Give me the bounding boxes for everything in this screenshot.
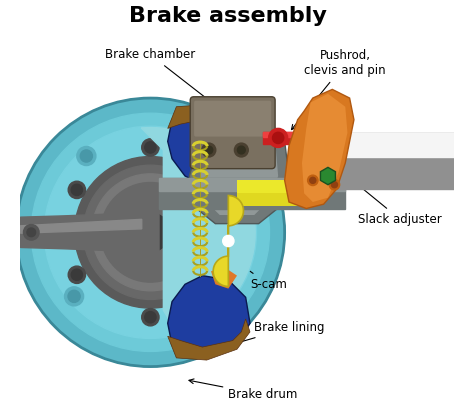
Text: Brake lining: Brake lining — [219, 321, 325, 349]
Circle shape — [209, 150, 220, 162]
Circle shape — [68, 290, 80, 302]
Polygon shape — [159, 178, 345, 191]
Circle shape — [68, 181, 85, 198]
Ellipse shape — [297, 133, 307, 189]
Circle shape — [145, 311, 156, 323]
Circle shape — [308, 175, 318, 186]
Polygon shape — [189, 124, 289, 224]
Polygon shape — [141, 128, 255, 334]
Text: S-cam: S-cam — [223, 252, 287, 291]
Circle shape — [205, 146, 213, 154]
Circle shape — [44, 126, 256, 339]
Circle shape — [68, 266, 85, 284]
Circle shape — [215, 181, 233, 198]
Polygon shape — [213, 196, 244, 286]
Polygon shape — [263, 132, 310, 138]
Circle shape — [218, 269, 229, 280]
Circle shape — [329, 179, 340, 190]
Circle shape — [77, 146, 96, 166]
Polygon shape — [159, 178, 345, 208]
Polygon shape — [168, 111, 250, 185]
Polygon shape — [168, 319, 250, 360]
Circle shape — [223, 235, 234, 246]
Polygon shape — [285, 89, 354, 208]
Polygon shape — [211, 267, 237, 289]
Circle shape — [205, 146, 224, 166]
Circle shape — [100, 183, 200, 282]
Circle shape — [131, 213, 170, 252]
Circle shape — [310, 177, 316, 183]
Circle shape — [142, 309, 159, 326]
Circle shape — [71, 184, 82, 196]
Circle shape — [31, 113, 270, 352]
Circle shape — [71, 269, 82, 280]
Circle shape — [237, 146, 245, 154]
Circle shape — [24, 224, 39, 240]
Circle shape — [202, 143, 216, 157]
Circle shape — [80, 150, 92, 162]
Circle shape — [92, 174, 209, 291]
Circle shape — [273, 132, 284, 143]
Circle shape — [250, 137, 259, 146]
Circle shape — [269, 128, 288, 148]
Polygon shape — [237, 180, 315, 193]
Text: Brake assembly: Brake assembly — [129, 6, 327, 26]
Polygon shape — [320, 167, 336, 185]
Polygon shape — [168, 105, 250, 146]
Circle shape — [209, 303, 220, 315]
Polygon shape — [302, 133, 454, 156]
Polygon shape — [168, 276, 250, 354]
Polygon shape — [20, 219, 142, 233]
Text: Pushrod,
clevis and pin: Pushrod, clevis and pin — [292, 49, 386, 130]
Text: Slack adjuster: Slack adjuster — [340, 170, 442, 226]
Polygon shape — [211, 172, 237, 193]
Circle shape — [142, 139, 159, 156]
Circle shape — [145, 142, 156, 153]
Polygon shape — [302, 133, 454, 189]
Circle shape — [331, 182, 337, 188]
Circle shape — [83, 165, 218, 299]
Polygon shape — [200, 131, 278, 215]
FancyBboxPatch shape — [194, 100, 271, 137]
Text: Brake chamber: Brake chamber — [105, 48, 225, 113]
Circle shape — [64, 287, 83, 306]
Circle shape — [215, 137, 224, 146]
Circle shape — [235, 143, 248, 157]
Circle shape — [27, 228, 36, 237]
Circle shape — [246, 133, 262, 149]
Circle shape — [205, 299, 224, 318]
Polygon shape — [263, 132, 310, 143]
Polygon shape — [237, 180, 315, 206]
Circle shape — [218, 184, 229, 196]
Polygon shape — [302, 94, 347, 202]
FancyBboxPatch shape — [190, 97, 275, 168]
Text: Brake drum: Brake drum — [189, 379, 298, 401]
Circle shape — [212, 133, 228, 149]
Circle shape — [215, 266, 233, 284]
Circle shape — [16, 98, 285, 367]
Polygon shape — [20, 211, 159, 254]
Circle shape — [74, 156, 226, 308]
